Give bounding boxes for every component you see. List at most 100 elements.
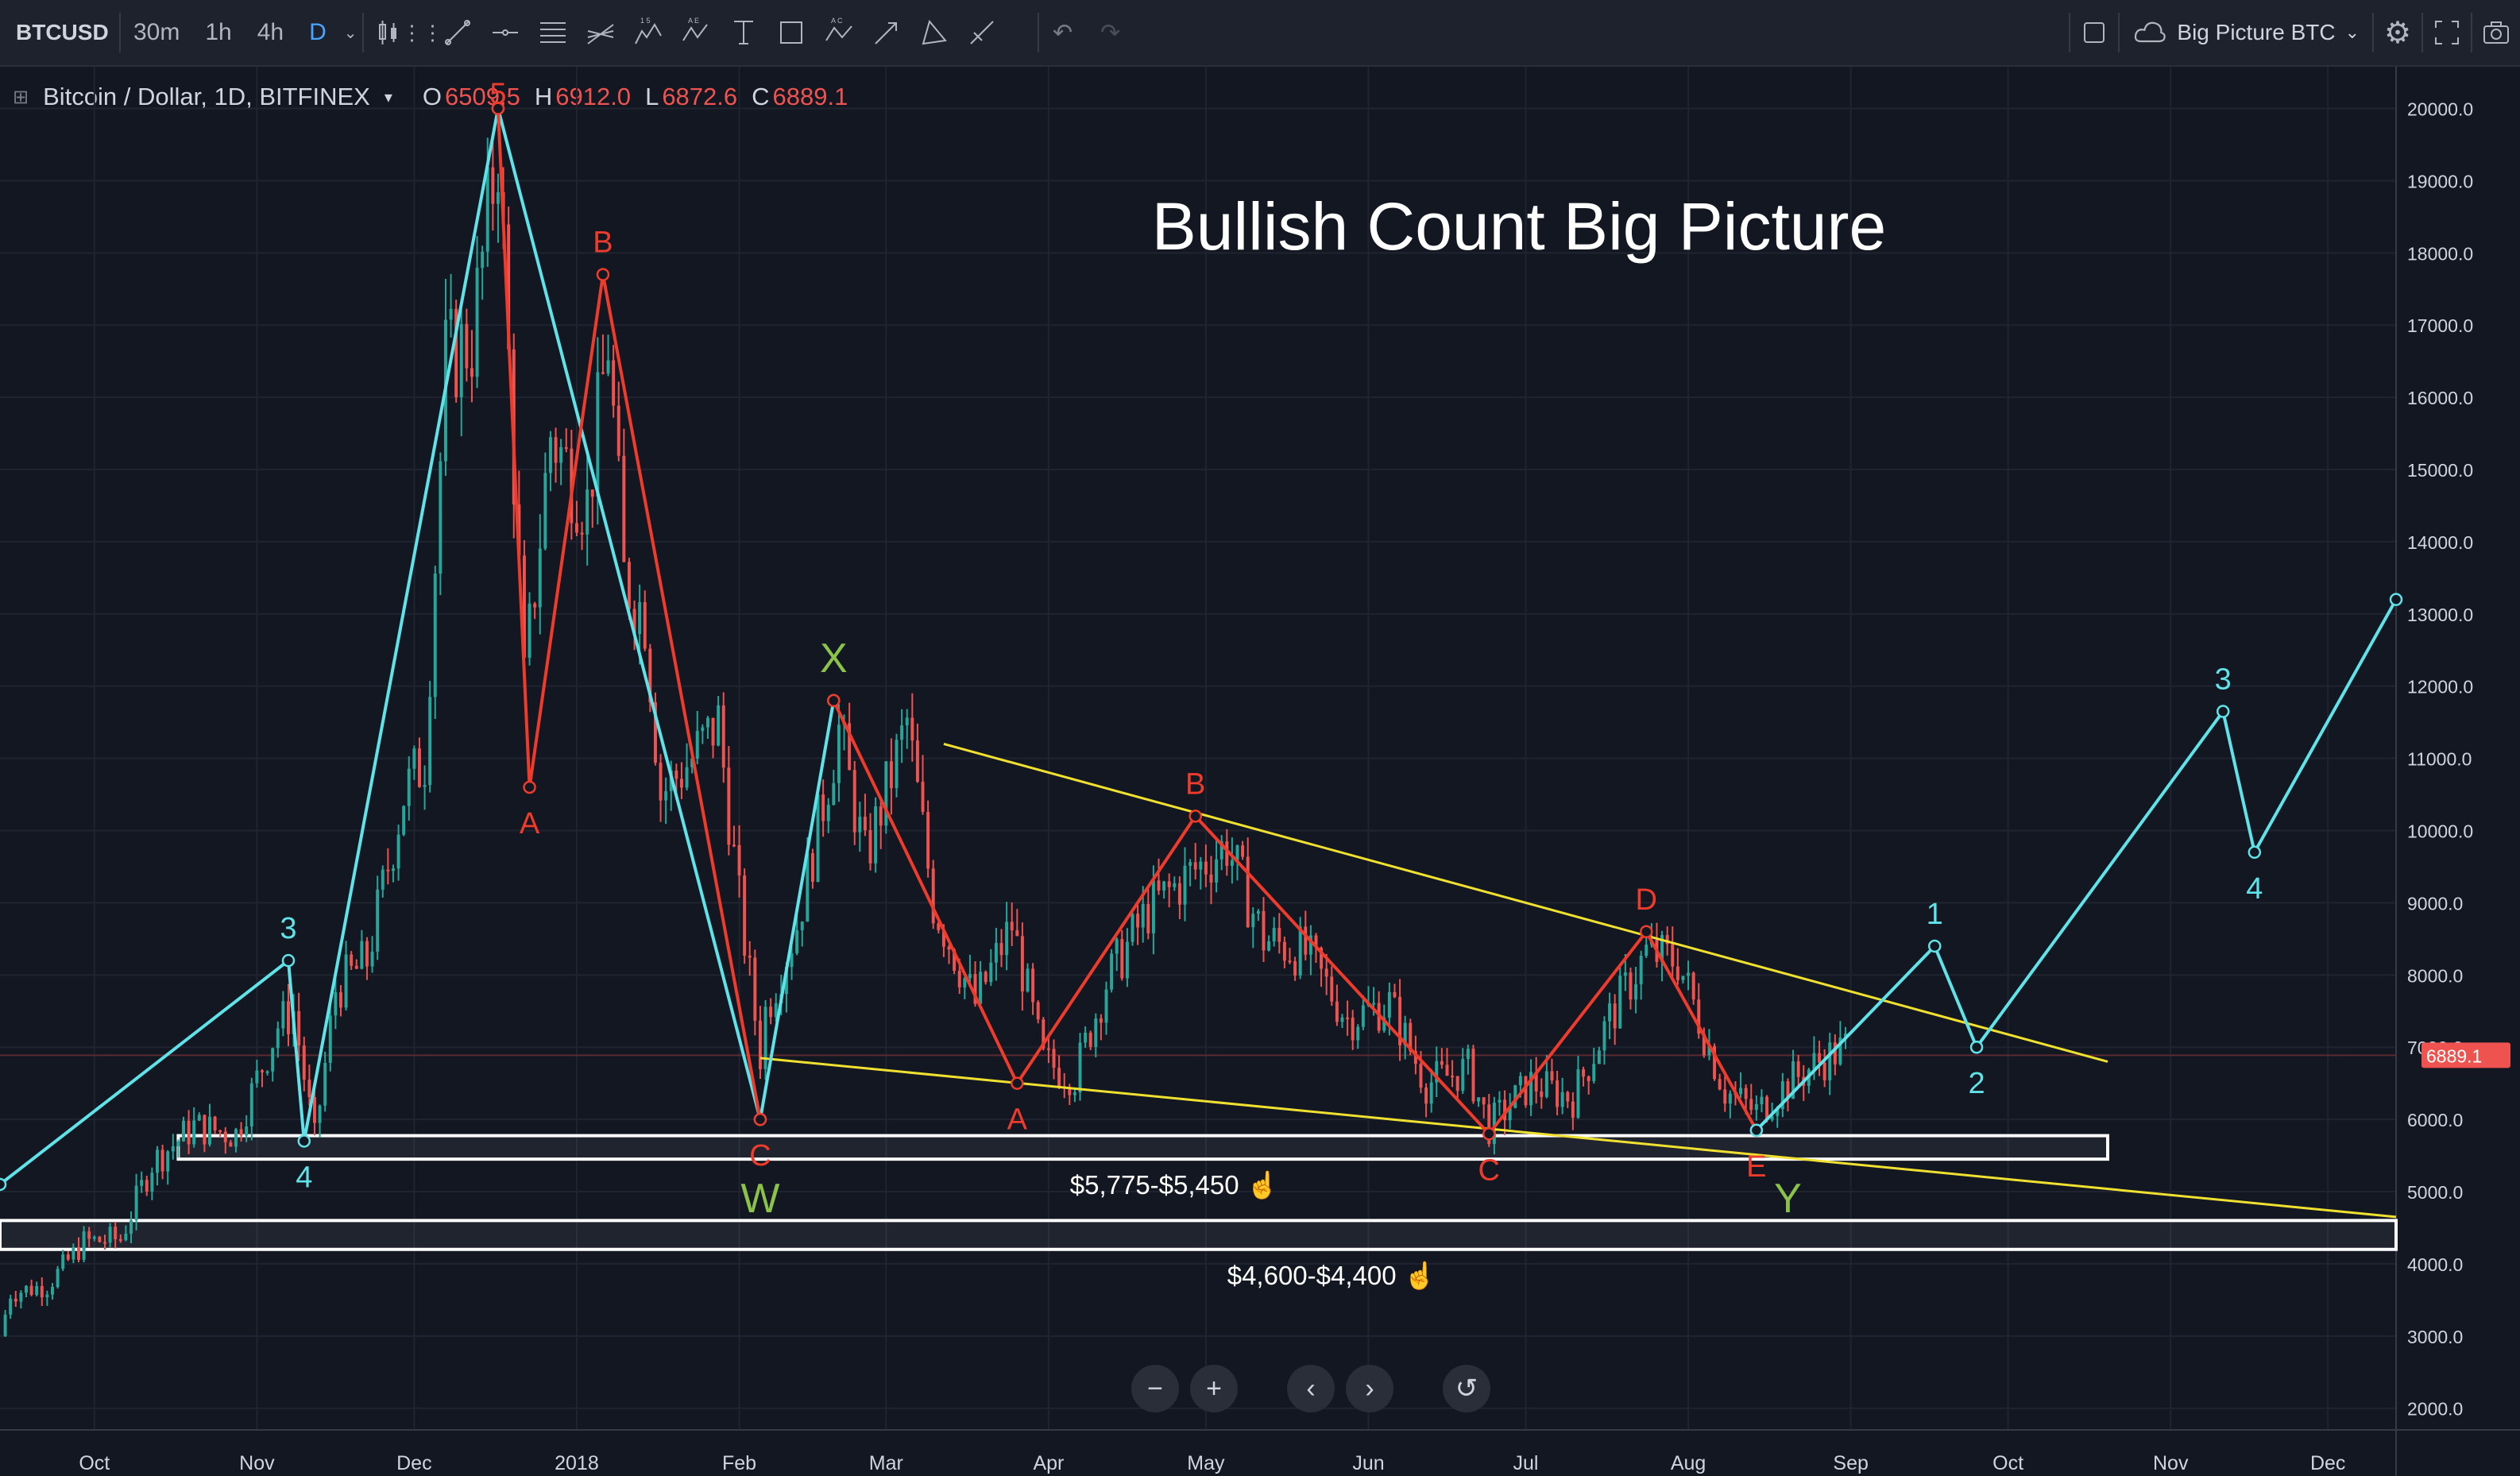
symbol-title[interactable]: Bitcoin / Dollar, 1D, BITFINEX <box>43 83 370 110</box>
pitchfork-icon <box>586 24 614 44</box>
candle-body <box>1613 1003 1617 1029</box>
wave-pivot-point <box>596 268 610 281</box>
candle-body <box>926 812 930 869</box>
time-axis-tick: Feb <box>722 1452 756 1474</box>
candle-body <box>1340 1017 1344 1022</box>
candle-body <box>717 705 721 746</box>
candle-body <box>454 308 458 398</box>
candle-body <box>1403 1022 1407 1045</box>
nav-spacer <box>1405 1365 1432 1412</box>
candle-body <box>417 748 421 787</box>
candle-body <box>1036 1002 1040 1020</box>
horizontal-line-tool[interactable] <box>481 0 529 65</box>
candle-body <box>701 727 705 732</box>
drag-handle-icon: ⋮⋮ <box>401 20 443 44</box>
reset-icon: ↺ <box>1455 1374 1478 1404</box>
timeframe-4h[interactable]: 4h <box>257 19 284 45</box>
candle-body <box>176 1141 180 1146</box>
candle-body <box>192 1120 196 1145</box>
candle-body <box>223 1131 227 1142</box>
redo-button[interactable]: ↷ <box>1087 0 1134 65</box>
settings-button[interactable]: ⚙ <box>2374 0 2421 65</box>
abcd-pattern-tool[interactable]: A C <box>815 0 863 65</box>
fullscreen-toggle[interactable] <box>2070 0 2118 65</box>
candle-body <box>249 1083 253 1127</box>
triangle-pattern-tool[interactable] <box>910 0 958 65</box>
candle-body <box>118 1238 122 1241</box>
chevron-down-icon: ⌄ <box>343 24 358 42</box>
scroll-left-button[interactable]: ‹ <box>1287 1365 1335 1412</box>
zoom-out-button[interactable]: − <box>1131 1365 1179 1412</box>
candle-body <box>1241 845 1245 857</box>
candle-body <box>774 1003 778 1018</box>
candle-body <box>318 1105 322 1123</box>
snapshot-button[interactable] <box>2472 0 2520 65</box>
wave-label: A <box>1007 1103 1028 1137</box>
candle-body <box>1398 996 1402 1045</box>
fib-retracement-tool[interactable] <box>529 0 577 65</box>
support-zone <box>176 1134 2110 1161</box>
candle-body <box>150 1173 154 1192</box>
timeframe-dropdown[interactable]: ⌄ <box>339 0 362 65</box>
candle-body <box>1277 927 1281 942</box>
candle-body <box>1078 1042 1082 1093</box>
candle-body <box>114 1227 118 1239</box>
candle-body <box>616 405 620 456</box>
toolbar-divider <box>2069 13 2071 52</box>
text-tool[interactable] <box>720 0 767 65</box>
candle-body <box>260 1070 264 1072</box>
wave-label: E <box>1746 1150 1766 1184</box>
wave-projection-cyan <box>1755 598 2398 1132</box>
wave-pivot-point <box>1927 939 1942 953</box>
arrow-tool[interactable] <box>863 0 910 65</box>
wave-label: 4 <box>2246 872 2263 906</box>
candle-body <box>743 875 747 956</box>
expand-icon <box>2435 21 2459 44</box>
candle-body <box>1193 862 1197 870</box>
candle-body <box>1419 1064 1423 1088</box>
layout-name-label: Big Picture BTC <box>2177 20 2336 44</box>
reset-chart-button[interactable]: ↺ <box>1443 1365 1490 1412</box>
price-axis-tick: 8000.0 <box>2407 965 2463 986</box>
trendline-tool[interactable] <box>434 0 481 65</box>
candle-body <box>439 461 443 574</box>
rectangle-tool[interactable] <box>767 0 815 65</box>
candle-body <box>1293 960 1297 976</box>
candle-body <box>748 955 752 958</box>
candle-body <box>171 1146 175 1152</box>
candle-body <box>87 1231 91 1239</box>
chevron-down-icon[interactable]: ▾ <box>384 88 392 106</box>
candle-body <box>727 767 731 845</box>
timeframe-1h[interactable]: 1h <box>205 19 232 45</box>
high-value: 6912.0 <box>555 83 632 110</box>
time-axis-tick: Oct <box>79 1452 110 1474</box>
candle-body <box>124 1233 128 1240</box>
candle-body <box>1844 1033 1848 1038</box>
timeframe-d[interactable]: D <box>309 19 327 45</box>
elliott-correction-tool[interactable]: A E <box>672 0 720 65</box>
layout-selector[interactable]: Big Picture BTC ⌄ <box>2120 0 2372 65</box>
price-chart[interactable]: 5 3 4 A B C X A B C D E W Y 1 2 3 4 $5,775-$5,450 ☝ $4,600-… <box>0 67 2520 1476</box>
candle-style-button[interactable] <box>364 0 412 65</box>
candle-body <box>1094 1018 1098 1047</box>
expand-legend-icon[interactable]: ⊞ <box>13 86 29 108</box>
candle-body <box>271 1048 275 1072</box>
candle-body <box>166 1151 170 1172</box>
candle-body <box>412 748 416 769</box>
chart-legend: ⊞ Bitcoin / Dollar, 1D, BITFINEX ▾ O 6509… <box>13 83 848 111</box>
symbol-search[interactable]: BTCUSD <box>16 20 109 44</box>
scroll-right-button[interactable]: › <box>1346 1365 1393 1412</box>
timeframe-30m[interactable]: 30m <box>133 19 180 45</box>
candle-body <box>1713 1045 1717 1080</box>
wave-pivot-point <box>2216 705 2230 718</box>
fullscreen-button[interactable] <box>2423 0 2471 65</box>
zoom-in-button[interactable]: + <box>1190 1365 1238 1412</box>
pitchfork-tool[interactable] <box>577 0 624 65</box>
candle-body <box>1387 991 1391 1018</box>
candle-body <box>806 853 810 922</box>
brush-tool[interactable] <box>958 0 1006 65</box>
close-label: C <box>752 83 770 110</box>
drag-handle[interactable]: ⋮⋮ <box>402 0 443 65</box>
undo-button[interactable]: ↶ <box>1039 0 1087 65</box>
elliott-impulse-tool[interactable]: 1 5 <box>624 0 672 65</box>
